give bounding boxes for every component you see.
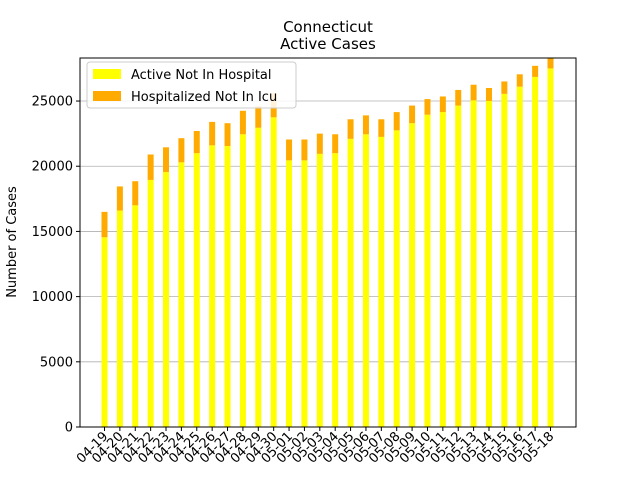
bar-active-not-in-hospital-05-16 [516, 86, 523, 427]
bar-hospitalized-not-in-icu-04-25 [193, 131, 200, 154]
bar-active-not-in-hospital-05-15 [501, 93, 508, 428]
bar-active-not-in-hospital-04-25 [193, 153, 200, 427]
bar-hospitalized-not-in-icu-04-22 [147, 154, 154, 180]
bar-hospitalized-not-in-icu-05-04 [332, 134, 339, 154]
bar-hospitalized-not-in-icu-05-13 [470, 84, 477, 101]
bar-hospitalized-not-in-icu-04-27 [224, 123, 231, 147]
bar-active-not-in-hospital-04-29 [255, 127, 262, 428]
y-tick-label: 25000 [32, 95, 73, 110]
bar-active-not-in-hospital-04-20 [116, 210, 123, 427]
legend-box [86, 61, 297, 109]
bar-active-not-in-hospital-05-06 [362, 134, 369, 427]
bar-active-not-in-hospital-05-07 [378, 136, 385, 427]
bar-hospitalized-not-in-icu-05-08 [393, 112, 400, 131]
chart-title: Connecticut [283, 18, 373, 36]
bar-hospitalized-not-in-icu-05-02 [301, 139, 308, 161]
bar-hospitalized-not-in-icu-04-28 [239, 110, 246, 135]
bar-active-not-in-hospital-04-24 [178, 162, 185, 427]
x-axis-ticks: 04-1904-2004-2104-2204-2304-2404-2504-26… [74, 427, 557, 467]
bar-hospitalized-not-in-icu-05-07 [378, 119, 385, 137]
bar-active-not-in-hospital-05-02 [301, 160, 308, 428]
bar-active-not-in-hospital-05-08 [393, 130, 400, 427]
y-axis-label: Number of Cases [5, 186, 20, 298]
bar-hospitalized-not-in-icu-05-17 [532, 65, 539, 77]
y-tick-label: 20000 [32, 160, 73, 175]
bar-hospitalized-not-in-icu-05-09 [409, 105, 416, 124]
bar-hospitalized-not-in-icu-04-23 [163, 147, 170, 173]
y-axis-ticks: 0 5000 10000 15000 20000 25000 [32, 95, 80, 436]
bar-hospitalized-not-in-icu-05-06 [362, 115, 369, 135]
bar-active-not-in-hospital-05-05 [347, 138, 354, 427]
bar-hospitalized-not-in-icu-05-05 [347, 119, 354, 139]
bar-active-not-in-hospital-05-04 [332, 153, 339, 427]
bar-hospitalized-not-in-icu-04-20 [116, 186, 123, 211]
bar-active-not-in-hospital-05-10 [424, 114, 431, 427]
bar-hospitalized-not-in-icu-04-26 [209, 121, 216, 146]
bar-active-not-in-hospital-04-26 [209, 145, 216, 428]
bar-hospitalized-not-in-icu-05-10 [424, 99, 431, 115]
bar-hospitalized-not-in-icu-05-12 [455, 89, 462, 106]
bar-active-not-in-hospital-04-30 [270, 117, 277, 428]
bar-active-not-in-hospital-04-23 [163, 172, 170, 427]
bar-active-not-in-hospital-05-01 [286, 160, 293, 428]
bar-active-not-in-hospital-05-12 [455, 105, 462, 428]
bar-active-not-in-hospital-05-03 [316, 153, 323, 427]
bar-hospitalized-not-in-icu-05-18 [547, 58, 554, 69]
bar-series [101, 58, 554, 428]
bar-hospitalized-not-in-icu-04-21 [132, 181, 139, 206]
bar-hospitalized-not-in-icu-04-24 [178, 138, 185, 163]
bar-hospitalized-not-in-icu-05-14 [485, 87, 492, 102]
legend-label-active-not-in-hospital: Active Not In Hospital [131, 68, 272, 83]
bar-active-not-in-hospital-05-17 [532, 76, 539, 427]
y-tick-label: 10000 [32, 290, 73, 305]
bar-active-not-in-hospital-04-21 [132, 205, 139, 427]
bar-hospitalized-not-in-icu-05-03 [316, 133, 323, 154]
legend-swatch-hospitalized-not-in-icu [93, 91, 121, 101]
bar-hospitalized-not-in-icu-04-29 [255, 106, 262, 128]
bar-active-not-in-hospital-05-14 [485, 101, 492, 428]
bar-active-not-in-hospital-05-11 [439, 112, 446, 428]
bar-hospitalized-not-in-icu-05-11 [439, 96, 446, 113]
bar-hospitalized-not-in-icu-05-16 [516, 74, 523, 87]
legend: Active Not In Hospital Hospitalized Not … [86, 61, 297, 109]
bar-active-not-in-hospital-05-09 [409, 123, 416, 428]
bar-hospitalized-not-in-icu-05-01 [286, 139, 293, 161]
bar-active-not-in-hospital-05-13 [470, 100, 477, 427]
bar-hospitalized-not-in-icu-05-15 [501, 81, 508, 94]
legend-label-hospitalized-not-in-icu: Hospitalized Not In Icu [131, 90, 277, 105]
plot-frame [79, 57, 577, 428]
legend-swatch-active-not-in-hospital [93, 69, 121, 79]
bar-hospitalized-not-in-icu-04-19 [101, 211, 108, 238]
chart-subtitle: Active Cases [280, 35, 376, 53]
y-tick-label: 15000 [32, 225, 73, 240]
bar-active-not-in-hospital-04-22 [147, 179, 154, 427]
bar-active-not-in-hospital-04-28 [239, 134, 246, 427]
y-tick-label: 5000 [40, 355, 73, 370]
y-tick-label: 0 [65, 421, 73, 436]
bar-active-not-in-hospital-04-19 [101, 237, 108, 427]
bar-active-not-in-hospital-04-27 [224, 146, 231, 427]
bar-active-not-in-hospital-05-18 [547, 68, 554, 428]
